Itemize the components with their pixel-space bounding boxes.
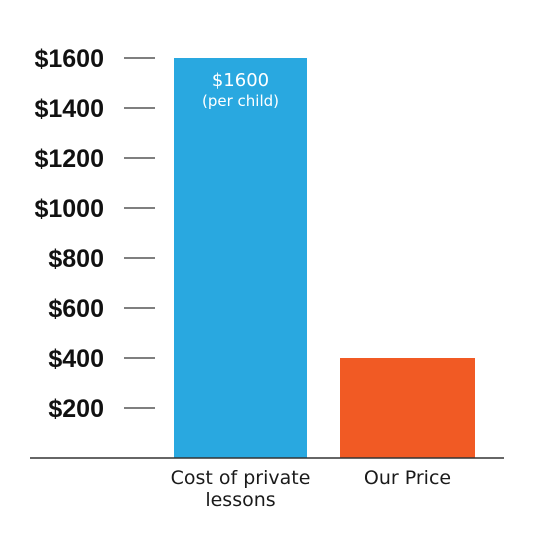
- y-tick-label: $800: [48, 245, 104, 273]
- data-labels: $1600(per child): [202, 70, 279, 110]
- x-tick-label: lessons: [205, 489, 275, 511]
- bar: [340, 358, 475, 458]
- y-tick-label: $200: [48, 395, 104, 423]
- bars: [174, 58, 475, 458]
- y-tick-label: $1600: [34, 45, 104, 73]
- y-tick-label: $400: [48, 345, 104, 373]
- y-tick-label: $600: [48, 295, 104, 323]
- x-tick-label: Cost of private: [171, 467, 311, 489]
- data-label: $1600: [212, 70, 269, 91]
- y-tick-label: $1000: [34, 195, 104, 223]
- y-tick-label: $1200: [34, 145, 104, 173]
- x-tick-label: Our Price: [364, 467, 451, 489]
- bar: [174, 58, 307, 458]
- data-label: (per child): [202, 92, 279, 110]
- y-tick-label: $1400: [34, 95, 104, 123]
- y-axis: $200 $400 $600 $800 $1000 $1200 $1400 $1600: [34, 45, 155, 423]
